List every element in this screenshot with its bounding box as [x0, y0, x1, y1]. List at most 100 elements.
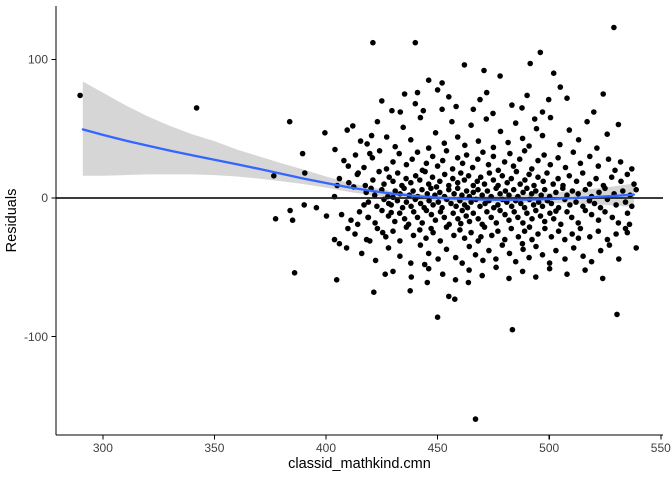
data-point: [508, 225, 515, 232]
data-point: [451, 232, 457, 239]
data-point: [414, 89, 421, 96]
data-point: [553, 247, 559, 254]
data-point: [448, 200, 454, 207]
data-point: [454, 134, 461, 140]
data-point: [575, 220, 581, 226]
data-point: [484, 209, 490, 215]
data-point: [593, 175, 599, 182]
data-point: [596, 189, 602, 196]
data-point: [547, 114, 554, 121]
data-point: [454, 155, 461, 161]
data-point: [376, 148, 383, 154]
data-point: [570, 149, 577, 155]
data-point: [595, 163, 602, 169]
data-point: [379, 207, 385, 214]
data-point: [459, 207, 466, 214]
data-point: [550, 216, 557, 222]
data-point: [392, 218, 398, 225]
data-point: [408, 137, 414, 143]
data-point: [383, 234, 389, 240]
data-point: [499, 242, 506, 248]
data-point: [381, 181, 387, 187]
data-point: [459, 192, 465, 198]
data-point: [553, 189, 559, 196]
data-point: [410, 188, 416, 194]
data-point: [433, 184, 440, 190]
data-point: [520, 189, 526, 196]
data-point: [633, 186, 639, 193]
data-point: [584, 118, 590, 125]
data-point: [376, 168, 382, 175]
data-point: [390, 159, 396, 165]
data-point: [620, 188, 626, 194]
data-point: [529, 216, 535, 222]
data-point: [478, 234, 484, 240]
data-point: [564, 209, 570, 215]
data-point: [495, 228, 501, 234]
data-point: [485, 161, 492, 168]
data-point: [408, 260, 414, 266]
data-point: [550, 70, 557, 76]
data-point: [493, 264, 499, 271]
data-point: [385, 245, 392, 251]
data-point: [588, 211, 595, 218]
data-point: [499, 173, 506, 179]
data-point: [370, 39, 376, 46]
data-point: [624, 171, 631, 178]
data-point: [475, 216, 482, 222]
data-point: [575, 235, 582, 241]
data-point: [562, 164, 569, 171]
data-point: [439, 106, 445, 113]
data-point: [437, 178, 443, 185]
data-point: [516, 156, 523, 162]
data-point: [582, 207, 589, 214]
x-tick-label: 550: [651, 441, 671, 455]
data-point: [417, 200, 424, 207]
data-point: [567, 202, 573, 208]
smooth-trend-line: [81, 128, 636, 202]
data-point: [527, 60, 533, 67]
data-point: [513, 168, 520, 175]
data-point: [512, 258, 519, 265]
data-point: [475, 186, 481, 193]
data-point: [533, 188, 539, 194]
data-point: [458, 170, 464, 176]
data-point: [564, 192, 570, 198]
data-point: [450, 210, 457, 216]
data-point: [599, 275, 606, 282]
data-point: [624, 229, 631, 236]
data-point: [272, 216, 279, 222]
x-tick-label: 400: [316, 441, 336, 455]
data-point: [477, 96, 483, 103]
data-point: [497, 207, 503, 214]
data-point: [510, 163, 517, 169]
data-point: [526, 224, 533, 230]
data-point: [423, 160, 430, 167]
data-point: [475, 156, 481, 162]
data-point: [506, 250, 513, 257]
data-point: [506, 217, 512, 223]
data-point: [302, 170, 308, 176]
data-point: [616, 256, 622, 262]
data-point: [512, 120, 519, 126]
data-point: [484, 188, 491, 194]
data-point: [539, 109, 546, 115]
data-point: [286, 118, 293, 125]
data-point: [423, 235, 429, 241]
data-point: [434, 314, 441, 321]
data-point: [394, 197, 401, 204]
data-point: [443, 246, 450, 253]
data-point: [468, 229, 474, 236]
scatter-points: [77, 24, 639, 422]
data-point: [354, 171, 361, 178]
data-point: [435, 199, 442, 205]
data-point: [468, 199, 474, 205]
data-point: [558, 221, 564, 228]
data-point: [555, 175, 561, 182]
data-point: [579, 170, 586, 176]
data-point: [472, 416, 479, 422]
data-point: [542, 225, 548, 232]
data-point: [439, 271, 446, 278]
data-point: [374, 225, 381, 232]
